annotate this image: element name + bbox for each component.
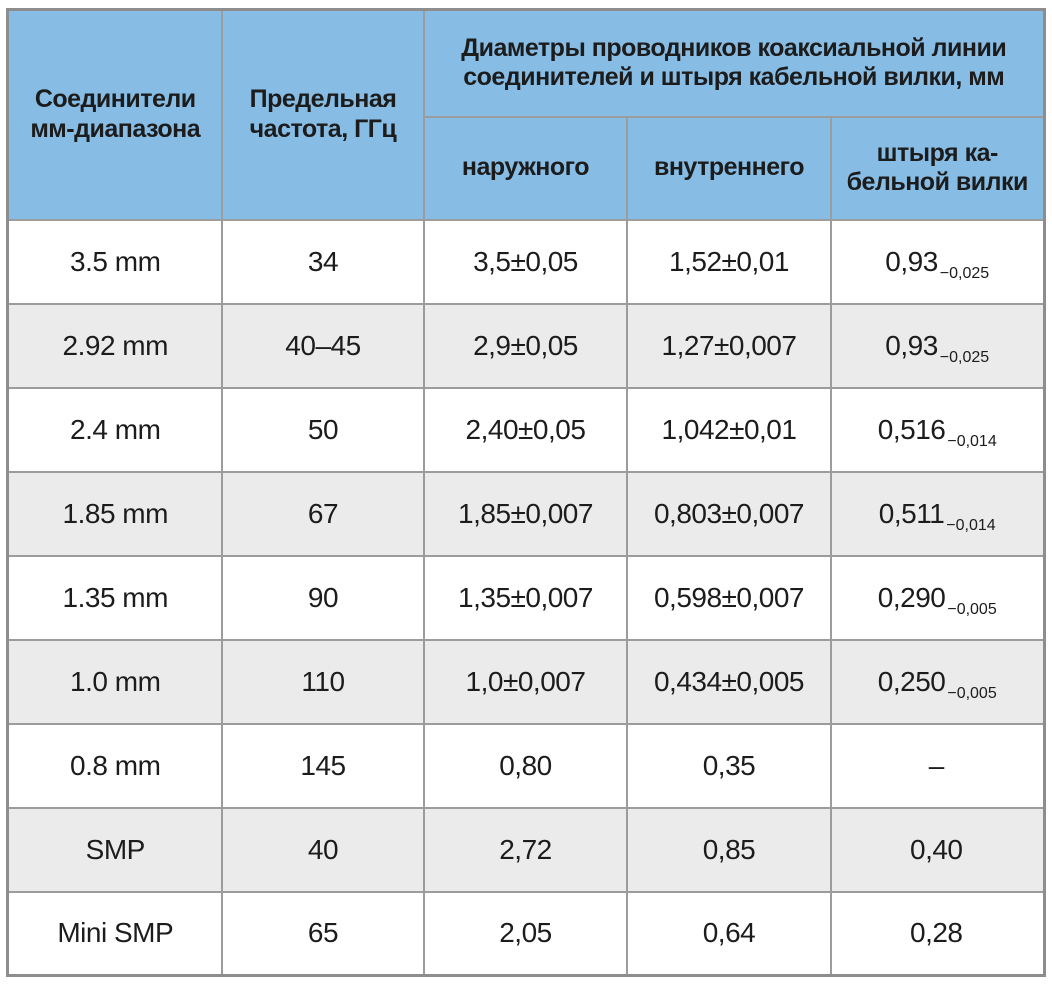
table-row: Mini SMP 65 2,05 0,64 0,28 bbox=[6, 890, 1046, 977]
cell-connector: 2.92 mm bbox=[6, 302, 223, 389]
connector-spec-table: Соединители мм-диапазона Предельная част… bbox=[6, 8, 1046, 977]
header-pin: штыря ка-бельной вилки bbox=[829, 115, 1046, 221]
cell-inner: 0,803±0,007 bbox=[625, 470, 832, 557]
table-row: 1.35 mm 90 1,35±0,007 0,598±0,007 0,290−… bbox=[6, 554, 1046, 641]
cell-pin: 0,250 −0,005 bbox=[829, 638, 1046, 725]
pin-tolerance: −0,005 bbox=[947, 684, 997, 702]
cell-outer: 1,0±0,007 bbox=[422, 638, 628, 725]
cell-connector: 1.0 mm bbox=[6, 638, 223, 725]
pin-tolerance: −0,014 bbox=[947, 432, 997, 450]
cell-connector: 1.85 mm bbox=[6, 470, 223, 557]
cell-pin: 0,516 −0,014 bbox=[829, 386, 1046, 473]
cell-pin: – bbox=[829, 722, 1046, 809]
cell-outer: 2,40±0,05 bbox=[422, 386, 628, 473]
cell-inner: 0,64 bbox=[625, 890, 832, 977]
pin-tolerance: −0,025 bbox=[939, 348, 990, 366]
cell-frequency: 67 bbox=[220, 470, 425, 557]
pin-value: – bbox=[928, 749, 945, 781]
cell-frequency: 50 bbox=[220, 386, 425, 473]
pin-tolerance: −0,005 bbox=[947, 600, 997, 618]
cell-inner: 1,042±0,01 bbox=[625, 386, 832, 473]
header-frequency: Предельная частота, ГГц bbox=[220, 8, 425, 221]
header-outer: наружного bbox=[422, 115, 628, 221]
cell-outer: 0,80 bbox=[422, 722, 628, 809]
cell-connector: 1.35 mm bbox=[6, 554, 223, 641]
table-body: 3.5 mm 34 3,5±0,05 1,52±0,01 0,93 −0,025 … bbox=[6, 218, 1046, 977]
cell-connector: SMP bbox=[6, 806, 223, 893]
cell-connector: 2.4 mm bbox=[6, 386, 223, 473]
cell-pin: 0,511 −0,014 bbox=[829, 470, 1046, 557]
header-row-top: Соединители мм-диапазона Предельная част… bbox=[6, 8, 1046, 221]
header-connectors: Соединители мм-диапазона bbox=[6, 8, 223, 221]
table-row: 2.4 mm 50 2,40±0,05 1,042±0,01 0,516 −0,0… bbox=[6, 386, 1046, 473]
pin-value: 0,93 bbox=[885, 245, 938, 277]
table-header: Соединители мм-диапазона Предельная част… bbox=[6, 8, 1046, 221]
cell-outer: 2,9±0,05 bbox=[422, 302, 628, 389]
cell-outer: 3,5±0,05 bbox=[422, 218, 628, 305]
cell-frequency: 65 bbox=[220, 890, 425, 977]
pin-value: 0,40 bbox=[910, 833, 963, 865]
header-inner: внутреннего bbox=[625, 115, 832, 221]
cell-pin: 0,28 bbox=[829, 890, 1046, 977]
cell-pin: 0,93 −0,025 bbox=[829, 218, 1046, 305]
cell-connector: 0.8 mm bbox=[6, 722, 223, 809]
table-row: 1.85 mm 67 1,85±0,007 0,803±0,007 0,511−… bbox=[6, 470, 1046, 557]
cell-frequency: 34 bbox=[220, 218, 425, 305]
cell-inner: 0,85 bbox=[625, 806, 832, 893]
cell-inner: 0,35 bbox=[625, 722, 832, 809]
cell-pin: 0,40 bbox=[829, 806, 1046, 893]
pin-tolerance: −0,014 bbox=[946, 516, 996, 534]
cell-frequency: 40 bbox=[220, 806, 425, 893]
pin-value: 0,516 bbox=[877, 413, 946, 445]
cell-outer: 1,35±0,007 bbox=[422, 554, 628, 641]
pin-value: 0,28 bbox=[910, 917, 963, 949]
cell-frequency: 145 bbox=[220, 722, 425, 809]
pin-value: 0,93 bbox=[885, 329, 938, 361]
cell-inner: 0,598±0,007 bbox=[625, 554, 832, 641]
cell-connector: 3.5 mm bbox=[6, 218, 223, 305]
table-row: 3.5 mm 34 3,5±0,05 1,52±0,01 0,93 −0,025 bbox=[6, 218, 1046, 305]
cell-pin: 0,290 −0,005 bbox=[829, 554, 1046, 641]
cell-outer: 2,05 bbox=[422, 890, 628, 977]
pin-tolerance: −0,025 bbox=[939, 264, 990, 282]
cell-outer: 2,72 bbox=[422, 806, 628, 893]
header-diameters-group: Диаметры проводников коаксиальной линии … bbox=[422, 8, 1046, 118]
pin-value: 0,290 bbox=[877, 581, 946, 613]
cell-inner: 0,434±0,005 bbox=[625, 638, 832, 725]
cell-frequency: 110 bbox=[220, 638, 425, 725]
cell-pin: 0,93 −0,025 bbox=[829, 302, 1046, 389]
pin-value: 0,250 bbox=[877, 665, 946, 697]
cell-connector: Mini SMP bbox=[6, 890, 223, 977]
table-row: SMP 40 2,72 0,85 0,40 bbox=[6, 806, 1046, 893]
table-row: 0.8 mm 145 0,80 0,35 – bbox=[6, 722, 1046, 809]
cell-inner: 1,52±0,01 bbox=[625, 218, 832, 305]
cell-outer: 1,85±0,007 bbox=[422, 470, 628, 557]
pin-value: 0,511 bbox=[878, 497, 945, 529]
cell-frequency: 40–45 bbox=[220, 302, 425, 389]
cell-frequency: 90 bbox=[220, 554, 425, 641]
cell-inner: 1,27±0,007 bbox=[625, 302, 832, 389]
table-row: 2.92 mm 40–45 2,9±0,05 1,27±0,007 0,93 −0… bbox=[6, 302, 1046, 389]
table-row: 1.0 mm 110 1,0±0,007 0,434±0,005 0,250 −0… bbox=[6, 638, 1046, 725]
header-row-sub: наружного внутреннего штыря ка-бельной в… bbox=[8, 115, 1046, 221]
